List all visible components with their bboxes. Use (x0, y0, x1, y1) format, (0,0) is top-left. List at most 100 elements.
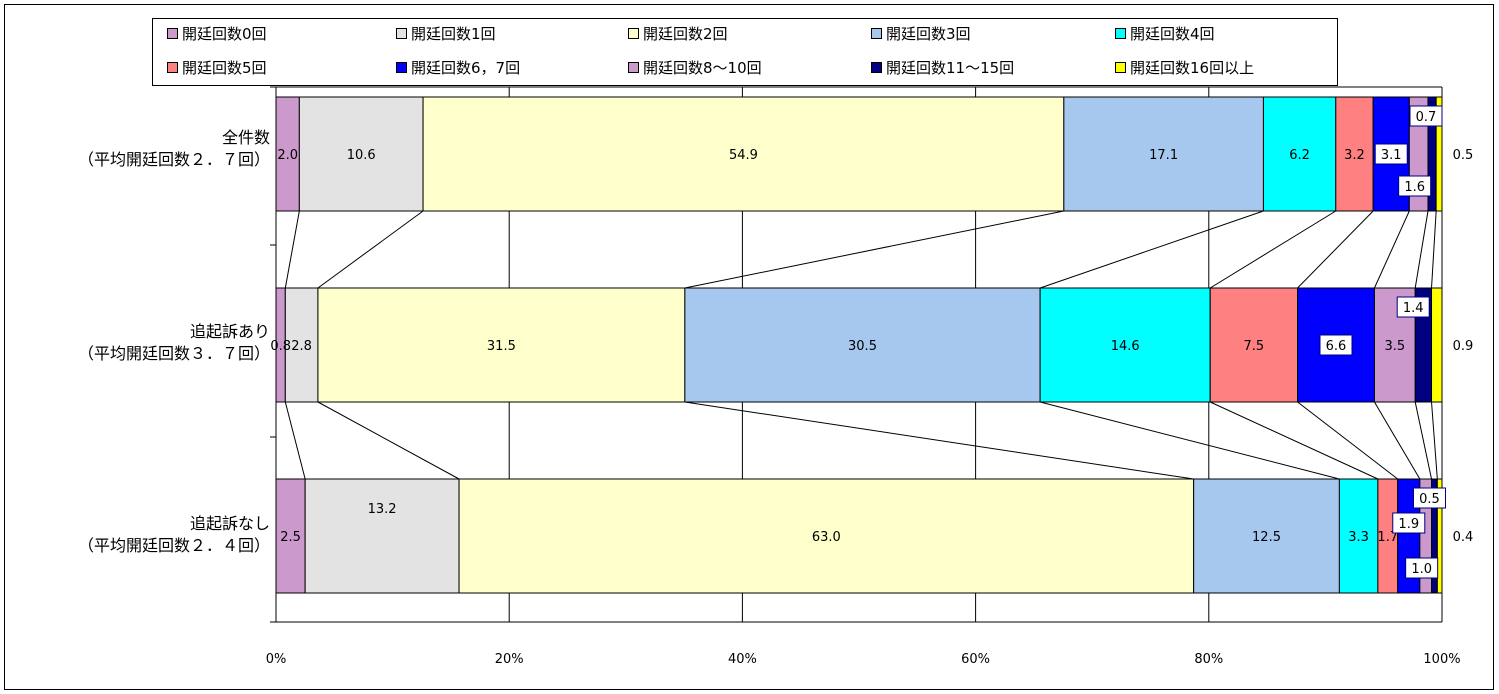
series-line (284, 210, 300, 289)
data-label: 10.6 (347, 148, 376, 163)
legend-label: 開廷回数6，7回 (411, 58, 521, 77)
legend-item: 開廷回数4回 (1115, 22, 1215, 44)
data-label-box (1396, 296, 1430, 318)
data-label: 0.5 (1419, 492, 1440, 507)
x-tick-label: 40% (728, 652, 757, 667)
legend-item: 開廷回数16回以上 (1115, 56, 1254, 78)
legend-item: 開廷回数1回 (396, 22, 496, 44)
series-line (1040, 401, 1340, 480)
category-label: 追起訴なし （平均開廷回数２．４回） (10, 513, 270, 557)
legend-swatch (396, 61, 407, 73)
bar-segment (1435, 96, 1443, 212)
series-line (284, 401, 306, 480)
legend-swatch (1115, 61, 1126, 73)
data-label: 2.0 (277, 148, 298, 163)
series-line (684, 210, 1064, 289)
legend-item: 開廷回数6，7回 (396, 56, 520, 78)
bar-segment (1209, 287, 1299, 403)
legend-swatch (628, 27, 639, 39)
legend-item: 開廷回数0回 (167, 22, 267, 44)
data-label: 13.2 (368, 502, 397, 517)
legend-swatch (167, 61, 178, 73)
bar-segment (684, 287, 1041, 403)
series-line (317, 401, 460, 480)
legend-item: 開廷回数3回 (871, 22, 971, 44)
data-label: 2.8 (291, 339, 312, 354)
data-label: 6.2 (1289, 148, 1310, 163)
series-line (1431, 401, 1438, 480)
x-tick-label: 0% (266, 652, 287, 667)
legend-label: 開廷回数1回 (411, 24, 496, 43)
legend-label: 開廷回数2回 (643, 24, 728, 43)
bar-segment (275, 478, 306, 594)
data-label-box (1413, 487, 1447, 509)
legend-label: 開廷回数11～15回 (886, 58, 1015, 77)
data-label: 30.5 (848, 339, 877, 354)
series-line (317, 210, 424, 289)
series-line (1414, 401, 1432, 480)
bar-segment (1431, 287, 1443, 403)
legend-item: 開廷回数11～15回 (871, 56, 1014, 78)
legend-item: 開廷回数2回 (628, 22, 728, 44)
legend-swatch (167, 27, 178, 39)
data-label-box (1392, 512, 1426, 534)
bar-segment (422, 96, 1065, 212)
legend-swatch (628, 61, 639, 73)
legend-label: 開廷回数3回 (886, 24, 971, 43)
legend-swatch (871, 27, 882, 39)
data-label: 0.4 (1453, 530, 1474, 545)
data-label-box (1409, 105, 1443, 127)
x-tick-label: 20% (495, 652, 524, 667)
category-label-line1: 全件数 (221, 128, 270, 147)
legend-label: 開廷回数16回以上 (1130, 58, 1255, 77)
data-label: 0.7 (1416, 110, 1437, 125)
data-label: 63.0 (812, 530, 841, 545)
bar-segment (1063, 96, 1264, 212)
data-label: 3.5 (1384, 339, 1405, 354)
bar-segment (1039, 287, 1211, 403)
category-label-line1: 追起訴なし (189, 514, 270, 533)
legend-swatch (871, 61, 882, 73)
data-label-box (1319, 334, 1353, 356)
x-tick-label: 100% (1423, 652, 1460, 667)
series-line (1297, 210, 1374, 289)
data-label: 0.8 (270, 339, 291, 354)
bar-segment (317, 287, 686, 403)
data-label: 6.6 (1326, 339, 1347, 354)
data-label: 3.2 (1344, 148, 1365, 163)
data-label: 3.3 (1348, 530, 1369, 545)
data-label: 1.0 (1411, 562, 1432, 577)
series-line (1374, 401, 1421, 480)
data-label: 3.1 (1381, 148, 1402, 163)
bar-segment (1338, 478, 1379, 594)
data-label: 0.9 (1453, 339, 1474, 354)
series-line (1414, 210, 1429, 289)
data-label: 0.5 (1453, 148, 1474, 163)
legend-swatch (1115, 27, 1126, 39)
bar-segment (458, 478, 1195, 594)
legend-item: 開廷回数8～10回 (628, 56, 762, 78)
legend-label: 開廷回数4回 (1130, 24, 1215, 43)
legend-label: 開廷回数0回 (182, 24, 267, 43)
bar-segment (284, 287, 319, 403)
data-label: 7.5 (1244, 339, 1265, 354)
series-line (684, 401, 1194, 480)
data-label: 31.5 (487, 339, 516, 354)
bar-segment (1436, 478, 1443, 594)
data-label-box (1374, 143, 1408, 165)
series-line (1373, 210, 1410, 289)
category-label-line2: （平均開廷回数２．７回） (77, 150, 270, 169)
x-tick-label: 80% (1194, 652, 1223, 667)
data-label: 2.5 (280, 530, 301, 545)
series-line (1039, 210, 1264, 289)
category-label-line2: （平均開廷回数２．４回） (77, 536, 270, 555)
data-label: 1.9 (1398, 517, 1419, 532)
data-label: 1.4 (1403, 301, 1424, 316)
series-line (1431, 210, 1437, 289)
bar-segment (1193, 478, 1340, 594)
series-line (1209, 401, 1379, 480)
bar-segment (304, 478, 460, 594)
data-label: 54.9 (729, 148, 758, 163)
bar-segment (298, 96, 424, 212)
